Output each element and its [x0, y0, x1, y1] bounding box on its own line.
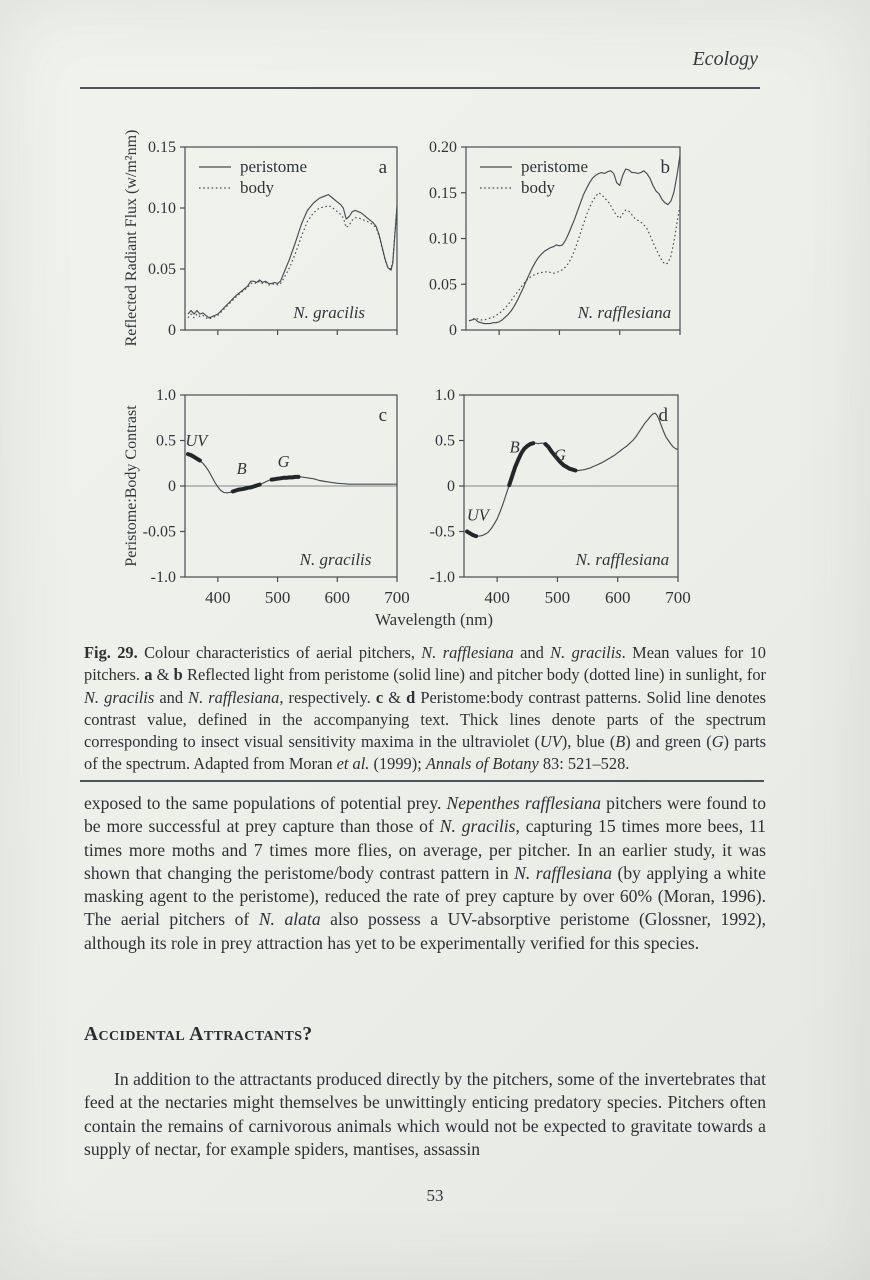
svg-text:0.15: 0.15 — [429, 185, 457, 202]
figure-caption: Fig. 29. Colour characteristics of aeria… — [84, 643, 766, 774]
svg-text:0.05: 0.05 — [429, 276, 457, 293]
annotation-uv: UV — [185, 431, 209, 450]
panel-letter: b — [661, 157, 671, 178]
series-contrast — [187, 453, 397, 494]
svg-text:1.0: 1.0 — [156, 387, 176, 404]
page-number: 53 — [426, 1186, 444, 1205]
annotation-b: B — [237, 459, 247, 478]
series-peristome — [468, 155, 681, 325]
y-axis-ticks: 1.0 0.5 0 -0.05 -1.0 — [143, 387, 185, 586]
x-axis-ticks — [217, 330, 398, 335]
x-axis-label: Wavelength (nm) — [374, 610, 494, 629]
svg-text:0.15: 0.15 — [148, 139, 176, 156]
svg-text:0.05: 0.05 — [148, 261, 176, 278]
panel-letter: d — [659, 405, 669, 426]
sensitivity-band — [465, 529, 479, 539]
chart-panel-a: 0 0.05 0.10 0.15 peristome body a N. gracilis — [148, 139, 398, 339]
chart-panel-d: 1.0 0.5 0 -0.5 -1.0 400 500 600 700 d N. rafflesia… — [430, 387, 691, 607]
svg-text:body: body — [521, 178, 556, 197]
annotation-g: G — [554, 446, 566, 465]
panel-letter: a — [379, 157, 388, 178]
plot-frame — [184, 146, 398, 331]
x-axis-ticks: 400 500 600 700 — [484, 577, 691, 607]
y-axis-ticks: 1.0 0.5 0 -0.5 -1.0 — [430, 387, 464, 586]
sensitivity-band — [230, 482, 262, 494]
y-axis-ticks: 0 0.05 0.10 0.15 — [148, 139, 185, 339]
series-contrast — [466, 412, 679, 537]
svg-text:0: 0 — [168, 322, 176, 339]
svg-text:600: 600 — [325, 588, 351, 607]
species-label: N. gracilis — [299, 550, 372, 569]
sensitivity-band — [269, 474, 301, 482]
svg-text:-0.05: -0.05 — [143, 524, 176, 541]
svg-text:0.10: 0.10 — [429, 231, 457, 248]
species-label: N. gracilis — [292, 303, 365, 322]
annotation-uv: UV — [467, 506, 491, 525]
svg-text:0.5: 0.5 — [435, 433, 455, 450]
svg-text:-0.5: -0.5 — [430, 524, 455, 541]
svg-text:1.0: 1.0 — [435, 387, 455, 404]
series-body — [187, 205, 398, 320]
svg-text:0.10: 0.10 — [148, 200, 176, 217]
svg-text:600: 600 — [605, 588, 631, 607]
svg-text:-1.0: -1.0 — [151, 569, 176, 586]
annotation-b: B — [510, 437, 520, 456]
legend: peristome body — [199, 157, 307, 197]
svg-text:0: 0 — [449, 322, 457, 339]
series-peristome — [187, 194, 398, 319]
svg-text:700: 700 — [665, 588, 691, 607]
svg-text:-1.0: -1.0 — [430, 569, 455, 586]
x-axis-ticks: 400 500 600 700 — [205, 577, 410, 607]
svg-text:500: 500 — [545, 588, 571, 607]
chart-panel-b: 0 0.05 0.10 0.15 0.20 peristome body b N. raffle… — [429, 139, 681, 339]
section-heading: Accidental Attractants? — [84, 1024, 313, 1045]
svg-text:700: 700 — [384, 588, 410, 607]
svg-text:500: 500 — [265, 588, 291, 607]
svg-text:peristome: peristome — [240, 157, 307, 176]
header-rule — [80, 87, 760, 89]
svg-text:peristome: peristome — [521, 157, 588, 176]
y-axis-ticks: 0 0.05 0.10 0.15 0.20 — [429, 139, 466, 339]
svg-text:400: 400 — [484, 588, 510, 607]
legend: peristome body — [480, 157, 588, 197]
body-paragraph-1: exposed to the same populations of poten… — [84, 793, 766, 953]
annotation-g: G — [278, 452, 290, 471]
svg-text:0: 0 — [168, 478, 176, 495]
panel-letter: c — [379, 405, 387, 426]
running-head: Ecology — [692, 48, 758, 70]
svg-text:0.5: 0.5 — [156, 433, 176, 450]
svg-text:400: 400 — [205, 588, 231, 607]
series-body — [468, 192, 681, 322]
svg-text:body: body — [240, 178, 275, 197]
x-axis-ticks — [498, 330, 681, 335]
sensitivity-band — [543, 442, 578, 473]
body-paragraph-2: In addition to the attractants produced … — [84, 1069, 766, 1159]
svg-text:0.20: 0.20 — [429, 139, 457, 156]
caption-rule — [80, 780, 764, 782]
y-axis-label-contrast: Peristome:Body Contrast — [123, 405, 140, 567]
sensitivity-band — [507, 441, 536, 488]
sensitivity-band — [186, 452, 202, 463]
chart-panel-c: 1.0 0.5 0 -0.05 -1.0 400 500 600 700 c N. gracilis… — [143, 387, 410, 607]
species-label: N. rafflesiana — [577, 303, 672, 322]
species-label: N. rafflesiana — [575, 550, 670, 569]
svg-text:0: 0 — [447, 478, 455, 495]
